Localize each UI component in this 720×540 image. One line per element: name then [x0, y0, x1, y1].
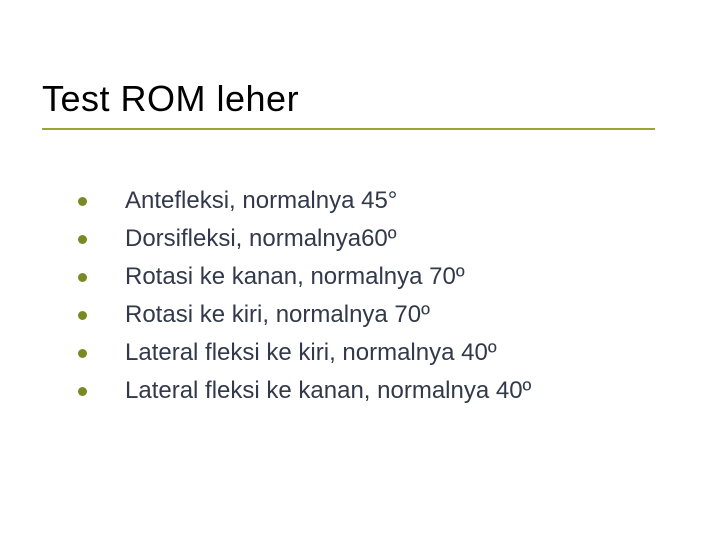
bullet-icon — [78, 197, 87, 206]
bullet-icon — [78, 235, 87, 244]
list-item: Rotasi ke kanan, normalnya 70º — [78, 258, 531, 296]
list-item-label: Rotasi ke kiri, normalnya 70º — [125, 301, 430, 329]
list-item-label: Lateral fleksi ke kiri, normalnya 40º — [125, 339, 497, 367]
bullet-list: Antefleksi, normalnya 45° Dorsifleksi, n… — [78, 182, 531, 410]
list-item: Rotasi ke kiri, normalnya 70º — [78, 296, 531, 334]
list-item: Lateral fleksi ke kanan, normalnya 40º — [78, 372, 531, 410]
list-item-label: Antefleksi, normalnya 45° — [125, 187, 397, 215]
bullet-icon — [78, 273, 87, 282]
list-item-label: Dorsifleksi, normalnya60º — [125, 225, 397, 253]
bullet-icon — [78, 349, 87, 358]
list-item: Dorsifleksi, normalnya60º — [78, 220, 531, 258]
bullet-icon — [78, 387, 87, 396]
list-item: Antefleksi, normalnya 45° — [78, 182, 531, 220]
title-underline — [42, 128, 655, 130]
slide: Test ROM leher Antefleksi, normalnya 45°… — [0, 0, 720, 540]
list-item: Lateral fleksi ke kiri, normalnya 40º — [78, 334, 531, 372]
bullet-icon — [78, 311, 87, 320]
list-item-label: Lateral fleksi ke kanan, normalnya 40º — [125, 377, 531, 405]
slide-title: Test ROM leher — [42, 78, 299, 120]
list-item-label: Rotasi ke kanan, normalnya 70º — [125, 263, 465, 291]
